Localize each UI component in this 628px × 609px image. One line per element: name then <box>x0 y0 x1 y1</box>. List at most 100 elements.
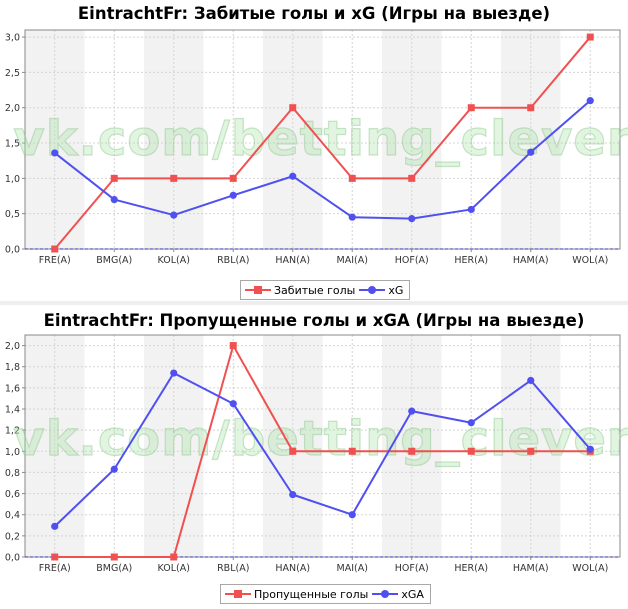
x-tick-label: HAM(A) <box>513 255 549 266</box>
data-point-square <box>51 245 59 253</box>
watermark: vk.com/betting_clever <box>13 111 628 167</box>
series-line-xg <box>54 99 591 220</box>
x-tick-label: HAM(A) <box>513 563 549 574</box>
series-line-goals <box>54 344 591 558</box>
chart-title: EintrachtFr: Пропущенные голы и xGA (Игр… <box>43 311 585 330</box>
data-point-circle <box>467 419 475 427</box>
data-point-square <box>170 174 178 182</box>
data-point-circle <box>110 465 118 473</box>
y-tick-label: 0,4 <box>5 510 20 521</box>
x-tick-label: FRE(A) <box>39 255 71 266</box>
y-tick-label: 1,0 <box>5 447 20 458</box>
legend-label: Пропущенные голы <box>254 587 369 601</box>
x-tick-label: RBL(A) <box>217 563 249 574</box>
data-point-square <box>586 33 594 41</box>
data-point-circle <box>51 522 59 530</box>
panel-separator <box>0 301 628 305</box>
x-tick-label: MAI(A) <box>337 563 368 574</box>
x-tick-label: KOL(A) <box>158 255 190 266</box>
x-tick-label: HER(A) <box>454 563 488 574</box>
x-tick-label: KOL(A) <box>158 563 190 574</box>
x-tick-label: MAI(A) <box>337 255 368 266</box>
y-tick-label: 1,6 <box>5 383 20 394</box>
chart-legend: Забитые голы xG <box>240 280 411 300</box>
data-point-square <box>289 104 297 112</box>
y-tick-label: 1,2 <box>5 426 20 437</box>
legend-label: Забитые голы <box>274 283 356 297</box>
data-point-circle <box>348 213 356 221</box>
legend-swatch-square-icon <box>245 285 271 295</box>
data-point-square <box>110 553 118 561</box>
y-tick-label: 2,5 <box>5 68 20 79</box>
data-point-square <box>229 342 237 350</box>
data-point-square <box>408 447 416 455</box>
data-point-square <box>229 174 237 182</box>
data-point-circle <box>527 376 535 385</box>
legend-swatch-circle-icon <box>359 285 386 295</box>
y-tick-label: 1,8 <box>5 362 20 373</box>
x-tick-label: WOL(A) <box>572 255 608 266</box>
data-point-circle <box>408 407 416 415</box>
chart-legend: Пропущенные голы xGA <box>220 584 431 604</box>
data-point-square <box>408 174 416 182</box>
y-tick-label: 0,5 <box>5 209 20 220</box>
data-point-circle <box>229 191 237 199</box>
x-tick-label: HER(A) <box>454 255 488 266</box>
x-tick-label: HOF(A) <box>395 563 429 574</box>
y-tick-label: 0,0 <box>5 245 20 256</box>
data-point-circle <box>586 97 594 105</box>
data-point-square <box>51 553 59 561</box>
data-point-circle <box>586 445 594 453</box>
data-point-square <box>348 174 356 182</box>
legend-label: xGA <box>401 587 424 601</box>
chart-title: EintrachtFr: Забитые голы и xG (Игры на … <box>77 4 551 23</box>
data-point-square <box>467 447 475 455</box>
x-tick-label: WOL(A) <box>572 563 608 574</box>
watermark: vk.com/betting_clever <box>13 411 628 467</box>
y-tick-label: 0,2 <box>5 531 20 542</box>
y-tick-label: 2,0 <box>5 341 20 352</box>
data-point-circle <box>467 205 475 214</box>
chart-panel-goals: EintrachtFr: Забитые голы и xG (Игры на … <box>0 0 628 301</box>
chart-panel-conceded: EintrachtFr: Пропущенные голы и xGA (Игр… <box>0 305 628 609</box>
y-tick-label: 2,0 <box>5 103 20 114</box>
legend-item-conceded: Пропущенные голы <box>225 588 368 601</box>
data-point-circle <box>51 149 59 157</box>
x-tick-label: RBL(A) <box>217 255 249 266</box>
data-point-square <box>527 104 535 112</box>
data-point-square <box>527 447 535 455</box>
data-point-circle <box>348 511 356 519</box>
y-tick-label: 1,5 <box>5 139 20 150</box>
data-point-square <box>348 447 356 455</box>
x-tick-label: BMG(A) <box>96 563 132 574</box>
data-point-circle <box>170 369 178 377</box>
data-point-circle <box>170 211 178 219</box>
y-tick-label: 1,4 <box>5 405 20 416</box>
legend-swatch-square-icon <box>225 589 251 599</box>
x-tick-label: HAN(A) <box>275 255 310 266</box>
data-point-square <box>170 553 178 561</box>
y-tick-label: 1,0 <box>5 174 20 185</box>
series-line-goals <box>53 36 592 250</box>
x-tick-label: BMG(A) <box>96 255 132 266</box>
legend-item-xg: xG <box>359 284 403 297</box>
series-line-xg <box>54 372 592 528</box>
legend-item-xga: xGA <box>372 588 424 601</box>
data-point-square <box>467 104 475 112</box>
y-tick-label: 3,0 <box>5 33 20 44</box>
x-tick-label: FRE(A) <box>39 563 71 574</box>
legend-item-goals: Забитые голы <box>245 284 355 297</box>
legend-swatch-circle-icon <box>372 589 399 599</box>
data-point-circle <box>527 148 535 156</box>
data-point-circle <box>289 172 297 180</box>
data-point-circle <box>408 215 416 223</box>
data-point-square <box>110 174 118 182</box>
data-point-square <box>289 447 297 455</box>
data-point-circle <box>110 195 118 204</box>
y-tick-label: 0,0 <box>5 553 20 564</box>
data-point-circle <box>289 491 297 499</box>
x-tick-label: HOF(A) <box>395 255 429 266</box>
data-point-circle <box>229 400 237 408</box>
y-tick-label: 0,8 <box>5 468 20 479</box>
line-chart-goals-xg: 0,0 0,5 1,0 1,5 2,0 2,5 3,0 FRE(A) BMG(A) KOL(A) R… <box>5 29 628 266</box>
